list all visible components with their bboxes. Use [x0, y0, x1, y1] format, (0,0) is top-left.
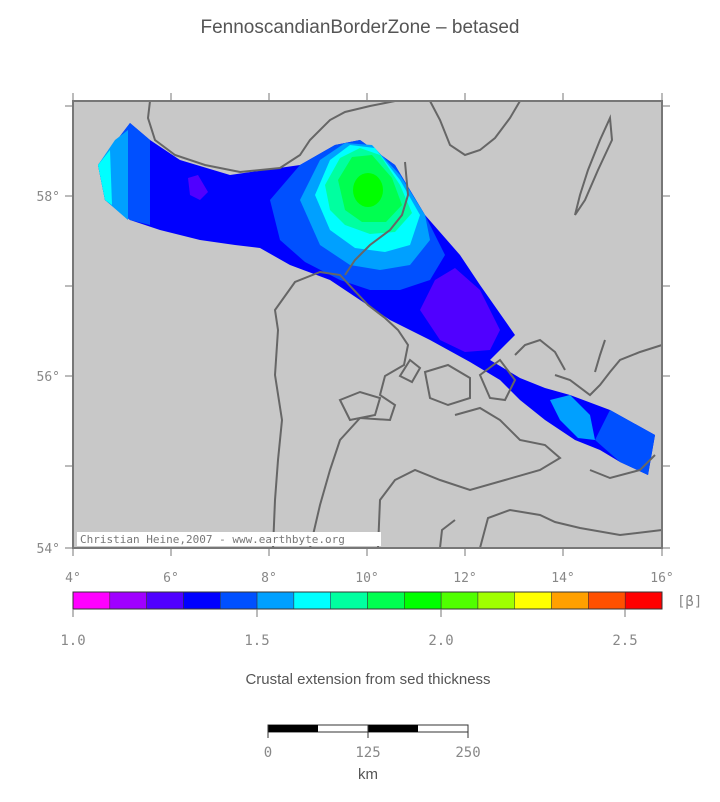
lon-label-16: 16° [650, 571, 673, 586]
colorbar-cell [588, 591, 626, 610]
lon-label-4: 4° [65, 571, 81, 586]
colorbar-cell [220, 591, 258, 610]
colorbar-cell [109, 591, 147, 610]
scale-tick-250: 250 [455, 745, 480, 761]
credit-box [77, 532, 381, 546]
map-ticks [65, 93, 670, 556]
scale-unit: km [358, 766, 378, 783]
lat-label-58: 58° [37, 190, 60, 205]
colorbar-cell [477, 591, 515, 610]
lon-label-10: 10° [355, 571, 378, 586]
basin-outline [98, 123, 655, 475]
extension-field [98, 123, 655, 475]
colorbar [72, 591, 663, 610]
colorbar-unit: [β] [677, 594, 702, 610]
colorbar-cell [440, 591, 479, 610]
colorbar-tick-1-5: 1.5 [244, 633, 269, 649]
colorbar-cell [404, 591, 442, 610]
lon-label-6: 6° [163, 571, 179, 586]
lat-label-54: 54° [37, 542, 60, 557]
credit-text: Christian Heine,2007 - www.earthbyte.org [80, 533, 345, 546]
scale-tick-125: 125 [355, 745, 380, 761]
colorbar-caption: Crustal extension from sed thickness [245, 671, 491, 688]
zone-violet-small [188, 175, 208, 200]
colorbar-frame [72, 591, 663, 610]
lon-label-8: 8° [261, 571, 277, 586]
lat-label-56: 56° [37, 370, 60, 385]
colorbar-cell [146, 591, 184, 610]
scale-tick-0: 0 [264, 745, 272, 761]
colorbar-cell [514, 591, 552, 610]
lon-label-14: 14° [551, 571, 574, 586]
colorbar-tick-1: 1.0 [60, 633, 85, 649]
scale-bar [267, 724, 469, 738]
zone-se-blue [595, 410, 655, 475]
zone-peak [353, 173, 383, 207]
colorbar-cell [330, 591, 368, 610]
colorbar-cell [551, 591, 589, 610]
colorbar-ticks [72, 609, 626, 617]
colorbar-cell [624, 591, 663, 610]
zone-violet-east [420, 268, 500, 352]
colorbar-cell [293, 591, 331, 610]
colorbar-tick-2-5: 2.5 [612, 633, 637, 649]
colorbar-cell [72, 591, 111, 610]
colorbar-cell [256, 591, 295, 610]
colorbar-cell [367, 591, 405, 610]
lon-label-12: 12° [453, 571, 476, 586]
coastlines [146, 100, 663, 549]
zone-west-aqua [98, 150, 112, 205]
colorbar-cell [183, 591, 221, 610]
zone-se-cyan [550, 395, 595, 440]
colorbar-tick-2: 2.0 [428, 633, 453, 649]
map-title: FennoscandianBorderZone – betased [200, 17, 520, 38]
